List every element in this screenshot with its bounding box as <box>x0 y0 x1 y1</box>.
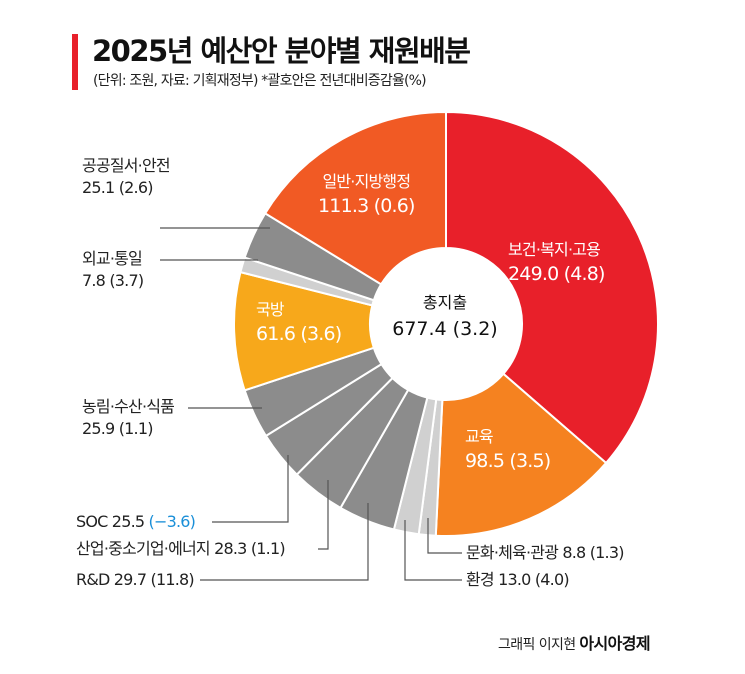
label-soc: SOC 25.5 (−3.6) <box>76 511 196 533</box>
slice-label-value: 98.5 (3.5) <box>465 450 551 472</box>
credit-author: 그래픽 이지현 <box>498 637 576 653</box>
donut-center-label: 총지출 677.4 (3.2) <box>370 290 520 342</box>
label-culture: 문화·체육·관광 8.8 (1.3) <box>466 543 624 562</box>
slice-label-name: 국방 <box>256 300 285 319</box>
label-name: SOC 25.5 <box>76 512 149 531</box>
publisher-logo: 아시아경제 <box>579 634 650 653</box>
leader-line-environment <box>404 520 462 581</box>
donut-hole <box>370 248 522 400</box>
chart-title: 2025년 예산안 분야별 재원배분 <box>92 34 471 68</box>
slice-label-name: 일반·지방행정 <box>322 172 411 191</box>
slice-label-welfare: 보건·복지·고용 249.0 (4.8) <box>508 238 605 286</box>
label-industry: 산업·중소기업·에너지 28.3 (1.1) <box>76 539 286 558</box>
label-name: 공공질서·안전 <box>82 156 171 175</box>
label-agriculture: 농림·수산·식품 25.9 (1.1) <box>82 396 175 440</box>
label-value: 7.8 (3.7) <box>82 271 144 290</box>
label-diplomacy: 외교·통일 7.8 (3.7) <box>82 248 144 292</box>
slice-label-general-admin: 일반·지방행정 111.3 (0.6) <box>318 170 415 218</box>
slice-label-education: 교육 98.5 (3.5) <box>465 425 551 473</box>
slice-label-name: 보건·복지·고용 <box>508 240 601 259</box>
label-name: 외교·통일 <box>82 249 143 268</box>
label-rnd: R&D 29.7 (11.8) <box>76 570 195 589</box>
slice-label-name: 교육 <box>465 427 494 446</box>
title-accent-bar <box>72 34 78 90</box>
leader-line-rnd <box>200 503 369 581</box>
label-change-negative: (−3.6) <box>148 512 196 531</box>
leader-line-soc <box>212 455 289 523</box>
leader-line-culture <box>427 518 462 554</box>
credit: 그래픽 이지현 아시아경제 <box>498 630 651 654</box>
slice-label-value: 249.0 (4.8) <box>508 263 605 285</box>
label-environment: 환경 13.0 (4.0) <box>466 570 570 589</box>
slice-label-value: 61.6 (3.6) <box>256 323 342 345</box>
leader-lines <box>160 227 462 581</box>
slice-label-value: 111.3 (0.6) <box>318 195 415 217</box>
label-name: 농림·수산·식품 <box>82 397 175 416</box>
leader-line-industry <box>318 480 329 550</box>
center-value: 677.4 (3.2) <box>392 318 498 340</box>
center-title: 총지출 <box>422 293 468 312</box>
slice-label-defense: 국방 61.6 (3.6) <box>256 298 342 346</box>
chart-subtitle: (단위: 조원, 자료: 기획재정부) *괄호안은 전년대비증감율(%) <box>93 73 427 89</box>
label-value: 25.9 (1.1) <box>82 419 153 438</box>
label-public-order: 공공질서·안전 25.1 (2.6) <box>82 155 171 199</box>
label-value: 25.1 (2.6) <box>82 178 153 197</box>
